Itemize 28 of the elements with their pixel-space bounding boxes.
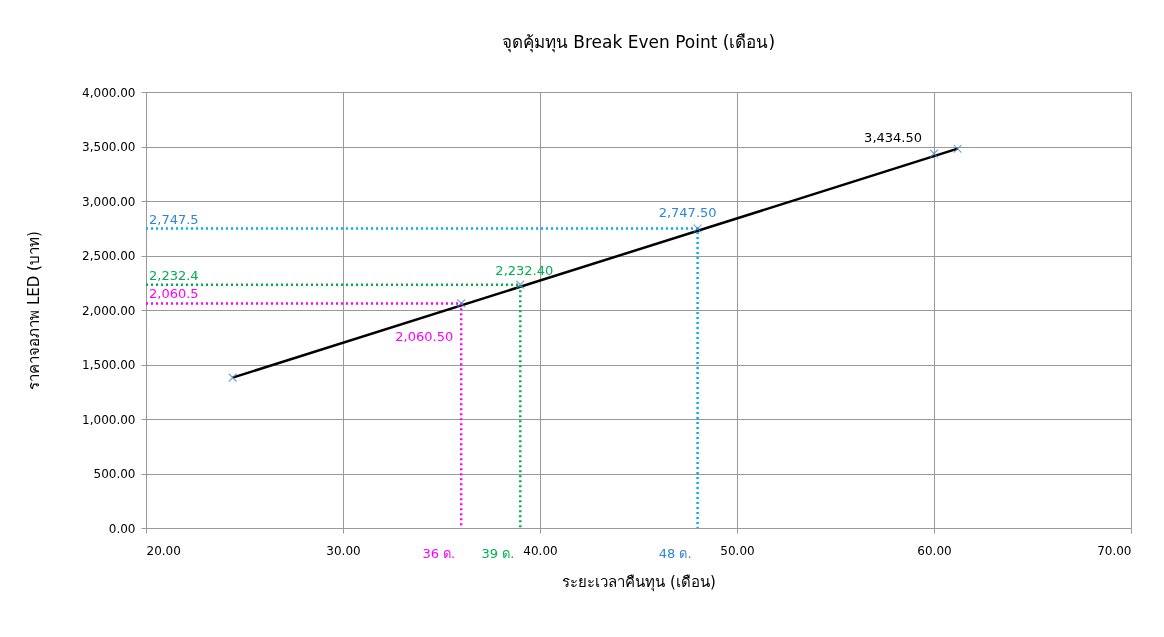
y-tick-label: 4,000.00 [82,85,136,100]
chart-title: จุดคุ้มทุน Break Even Point (เดือน) [501,32,776,53]
y-tick-label: 3,500.00 [82,140,136,154]
annotation: 2,747.5 [149,211,199,227]
x-tick-label: 60.00 [917,543,952,558]
data-label: 3,434.50 [864,129,922,145]
y-tick-label: 1,500.00 [82,358,136,372]
y-axis-title: ราคาจอภาพ LED (บาท) [25,231,44,390]
y-tick-label: 2,500.00 [82,249,136,263]
x-tick-label: 20.00 [146,543,181,558]
x-tick-label: 40.00 [523,543,558,558]
data-label: 2,060.50 [395,329,454,345]
y-tick-label: 3,000.00 [82,194,136,209]
data-label: 2,747.50 [658,204,717,220]
annotation: 2,060.5 [149,286,199,302]
annotation: 36 ด. [422,546,456,561]
annotation: 2,232.4 [149,267,199,283]
y-tick-label: 2,000.00 [82,303,136,318]
data-label: 2,232.40 [495,262,554,278]
annotation: 48 ด. [658,546,692,561]
y-tick-label: 500.00 [93,467,136,481]
y-tick-label: 0.00 [108,521,136,536]
x-tick-label: 50.00 [720,543,755,558]
y-tick-label: 1,000.00 [82,412,136,427]
x-axis-title: ระยะเวลาคืนทุน (เดือน) [562,572,716,592]
x-tick-label: 70.00 [1097,543,1132,558]
x-tick-label: 30.00 [326,543,361,558]
annotation: 39 ด. [481,546,515,561]
